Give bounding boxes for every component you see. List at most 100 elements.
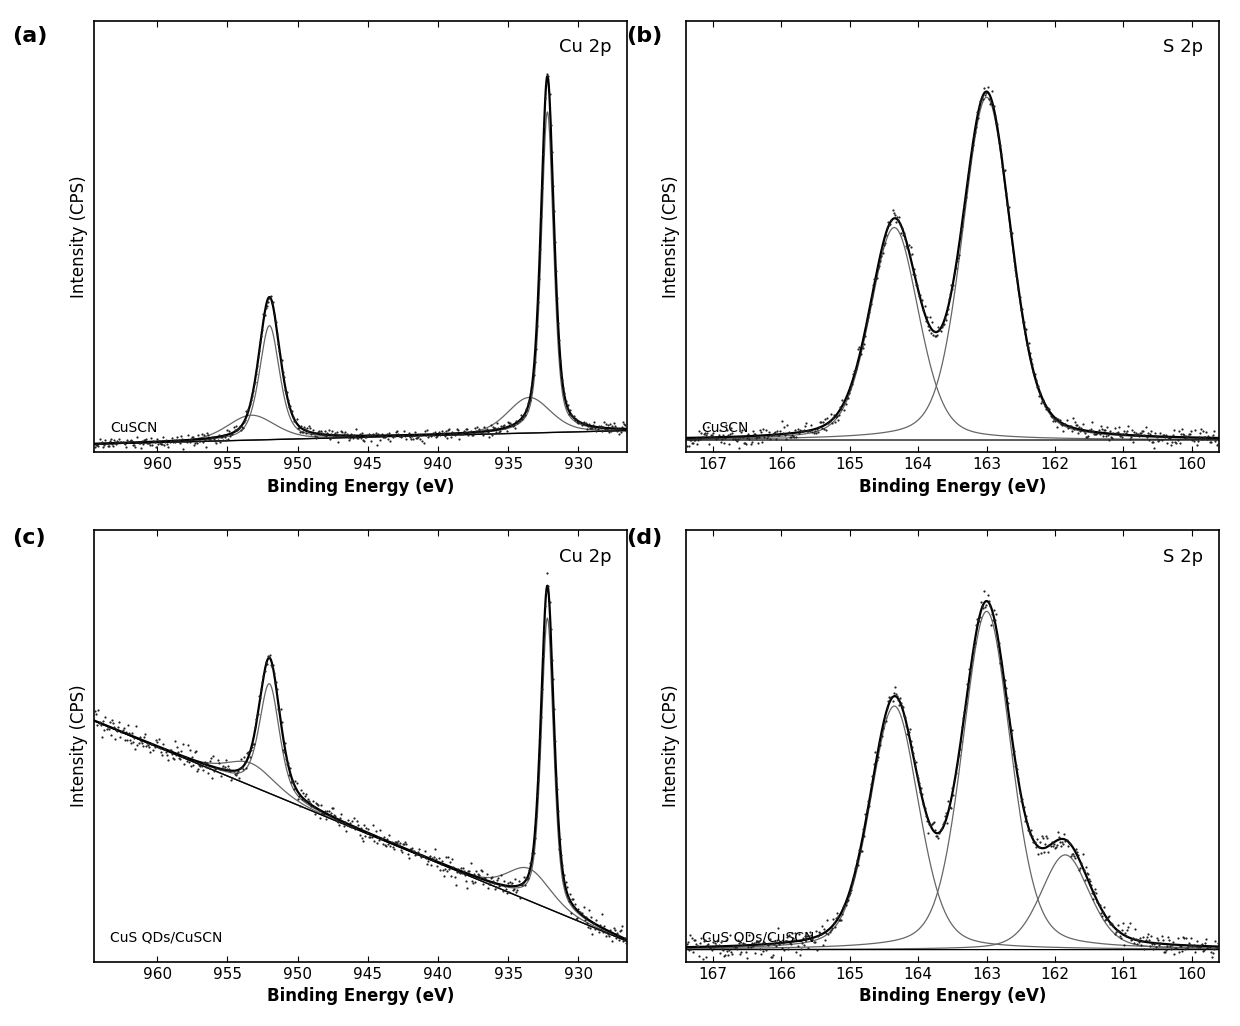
Point <box>500 874 520 891</box>
Point <box>339 432 358 448</box>
Point <box>921 324 941 341</box>
Point <box>1159 932 1179 948</box>
Point <box>1190 939 1210 955</box>
Point <box>728 932 748 948</box>
Point <box>1154 429 1174 445</box>
Point <box>434 425 454 441</box>
Point <box>914 796 934 813</box>
Point <box>1100 423 1120 439</box>
Point <box>269 703 289 719</box>
Point <box>275 735 295 751</box>
Point <box>848 341 868 357</box>
Point <box>583 925 603 942</box>
Point <box>1054 423 1074 439</box>
Point <box>687 436 707 452</box>
Point <box>310 811 330 827</box>
Point <box>402 428 422 444</box>
Point <box>787 421 807 437</box>
Point <box>170 435 190 451</box>
Point <box>381 837 401 854</box>
Point <box>207 434 227 450</box>
Point <box>337 426 357 442</box>
Point <box>738 430 758 446</box>
Point <box>1037 828 1056 844</box>
Point <box>1081 421 1101 437</box>
Point <box>942 281 962 298</box>
Point <box>123 433 143 449</box>
Point <box>1132 933 1152 949</box>
Point <box>1030 385 1050 401</box>
Point <box>986 115 1006 131</box>
Point <box>1054 836 1074 853</box>
Point <box>992 653 1012 669</box>
Point <box>252 328 272 345</box>
Point <box>998 695 1018 711</box>
Point <box>148 436 167 452</box>
Point <box>1161 938 1180 954</box>
Point <box>808 419 828 435</box>
Point <box>353 833 373 850</box>
Point <box>854 805 874 822</box>
Point <box>839 884 859 901</box>
Point <box>759 936 779 952</box>
Point <box>331 423 351 439</box>
Point <box>831 912 851 929</box>
Point <box>889 208 909 225</box>
Point <box>802 424 822 440</box>
Point <box>1158 428 1178 444</box>
Point <box>1014 798 1034 815</box>
Point <box>218 758 238 775</box>
Point <box>340 815 360 831</box>
Point <box>215 759 234 776</box>
Point <box>148 739 167 755</box>
Point <box>357 427 377 443</box>
Point <box>1178 428 1198 444</box>
Point <box>372 426 392 442</box>
Point <box>1091 418 1111 434</box>
Point <box>1151 425 1171 441</box>
Point <box>569 413 589 430</box>
Point <box>534 622 554 638</box>
Point <box>1052 416 1071 432</box>
Point <box>734 434 754 450</box>
Point <box>983 98 1003 115</box>
Point <box>681 432 701 448</box>
Point <box>283 403 303 420</box>
Point <box>191 432 211 448</box>
Point <box>273 364 293 381</box>
Point <box>780 935 800 951</box>
Point <box>422 427 441 443</box>
Point <box>997 197 1017 213</box>
Point <box>330 427 350 443</box>
Point <box>482 869 502 885</box>
Point <box>1075 425 1095 441</box>
Point <box>552 366 572 383</box>
Point <box>878 214 898 231</box>
Point <box>906 277 926 293</box>
Point <box>177 737 197 753</box>
Point <box>952 719 972 736</box>
Point <box>260 657 280 673</box>
Point <box>113 722 133 739</box>
Point <box>1087 425 1107 441</box>
Point <box>1111 427 1131 443</box>
Point <box>303 422 322 438</box>
Point <box>155 434 175 450</box>
Point <box>180 434 200 450</box>
Point <box>777 929 797 945</box>
Point <box>510 890 529 906</box>
Point <box>810 413 830 430</box>
Point <box>1199 428 1219 444</box>
Point <box>149 731 169 747</box>
Point <box>542 144 562 160</box>
Point <box>1171 938 1190 954</box>
Point <box>1004 252 1024 269</box>
Text: (c): (c) <box>12 528 46 548</box>
Point <box>616 935 636 951</box>
Point <box>428 428 448 444</box>
Point <box>405 424 425 440</box>
Point <box>570 413 590 430</box>
Point <box>929 319 949 336</box>
Point <box>1163 427 1183 443</box>
Point <box>887 209 906 226</box>
